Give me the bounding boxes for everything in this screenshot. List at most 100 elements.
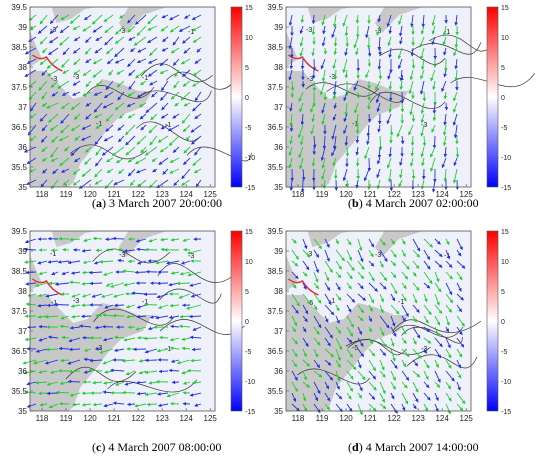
vector-arrow xyxy=(399,36,403,45)
vector-arrow xyxy=(162,168,169,175)
vector-arrow xyxy=(313,359,321,369)
vector-arrow xyxy=(409,69,414,81)
vector-arrow xyxy=(401,260,410,270)
vector-arrow xyxy=(68,337,81,343)
contour-label: -1 xyxy=(444,29,450,36)
vector-arrow xyxy=(157,304,169,310)
vector-arrow xyxy=(321,69,326,82)
vector-arrow xyxy=(311,47,315,57)
y-tick-label: 35 xyxy=(274,407,283,416)
vector-arrow xyxy=(95,313,103,318)
vector-arrow xyxy=(81,403,92,407)
vector-arrow xyxy=(346,271,353,280)
vector-arrow xyxy=(453,91,458,102)
vector-arrow xyxy=(343,124,348,135)
vector-arrow xyxy=(324,403,331,411)
vector-arrow xyxy=(401,337,407,344)
x-tick-label: 125 xyxy=(204,414,218,423)
vector-arrow xyxy=(332,157,337,167)
vector-arrow xyxy=(335,304,340,312)
vector-arrow xyxy=(430,157,436,172)
vector-arrow xyxy=(44,315,59,319)
vector-arrow xyxy=(421,58,425,71)
vector-arrow xyxy=(442,25,447,37)
vector-arrow xyxy=(302,260,310,271)
vector-arrow xyxy=(58,346,70,351)
vector-arrow xyxy=(151,91,158,98)
vector-arrow xyxy=(145,102,158,113)
x-tick-label: 122 xyxy=(131,190,145,199)
vector-arrow xyxy=(456,337,465,348)
colorbar-tick-label: 0 xyxy=(245,319,249,326)
contour-line xyxy=(392,319,482,333)
vector-arrow xyxy=(180,58,191,65)
vector-arrow xyxy=(345,146,350,157)
vector-arrow xyxy=(332,113,337,121)
vector-arrow xyxy=(346,392,352,400)
x-tick-label: 120 xyxy=(83,414,97,423)
vector-arrow xyxy=(148,238,158,243)
vector-arrow xyxy=(302,315,308,323)
vector-arrow xyxy=(357,403,363,416)
vector-arrow xyxy=(25,282,37,286)
vector-arrow xyxy=(190,124,202,133)
vector-arrow xyxy=(368,348,376,357)
vector-arrow xyxy=(445,238,450,246)
vector-arrow xyxy=(324,238,330,248)
vector-arrow xyxy=(71,402,81,407)
y-tick-label: 37.5 xyxy=(267,83,283,92)
vector-arrow xyxy=(105,80,114,91)
vector-arrow xyxy=(324,304,335,316)
vector-arrow xyxy=(313,381,321,395)
vector-arrow xyxy=(73,47,81,54)
vector-arrow xyxy=(106,47,114,55)
vector-arrow xyxy=(390,304,400,315)
land-mass xyxy=(286,231,438,257)
vector-arrow xyxy=(423,304,432,316)
vector-arrow xyxy=(35,380,48,385)
vector-arrow xyxy=(149,80,158,86)
vector-arrow xyxy=(39,58,48,65)
vector-arrow xyxy=(357,326,363,336)
vector-arrow xyxy=(95,124,103,129)
vector-arrow xyxy=(344,69,349,79)
vector-arrow xyxy=(102,313,114,317)
land-mass xyxy=(30,231,42,291)
y-tick-label: 36 xyxy=(18,367,27,376)
vector-arrow xyxy=(114,47,125,58)
vector-arrow xyxy=(346,359,357,371)
vector-arrow xyxy=(423,249,431,261)
vector-arrow xyxy=(182,80,191,87)
vector-arrow xyxy=(81,124,92,130)
vector-arrow xyxy=(421,157,425,167)
vector-arrow xyxy=(47,69,59,77)
vector-arrow xyxy=(379,282,387,290)
vector-arrow xyxy=(412,249,421,258)
vector-arrow xyxy=(72,179,81,186)
vector-arrow xyxy=(430,146,436,158)
vector-arrow xyxy=(324,271,330,282)
vector-arrow xyxy=(366,124,371,137)
vector-arrow xyxy=(173,179,180,186)
vector-arrow xyxy=(71,314,81,319)
vector-arrow xyxy=(125,124,136,136)
vector-arrow xyxy=(377,58,382,70)
vector-arrow xyxy=(95,157,103,167)
vector-arrow xyxy=(136,58,147,64)
vector-arrow xyxy=(375,80,381,91)
vector-arrow xyxy=(313,304,318,311)
vector-arrow xyxy=(376,102,381,113)
vector-arrow xyxy=(127,168,136,177)
colorbar-tick-label: -5 xyxy=(245,125,251,132)
vector-arrow xyxy=(105,282,114,287)
vector-arrow xyxy=(110,282,125,288)
vector-arrow xyxy=(136,314,147,319)
vector-arrow xyxy=(288,14,293,26)
vector-arrow xyxy=(38,391,48,396)
vector-arrow xyxy=(332,58,337,70)
vector-arrow xyxy=(288,146,293,157)
vector-arrow xyxy=(377,124,381,133)
vector-arrow xyxy=(160,91,169,101)
vector-arrow xyxy=(41,91,48,100)
vector-arrow xyxy=(321,14,326,26)
